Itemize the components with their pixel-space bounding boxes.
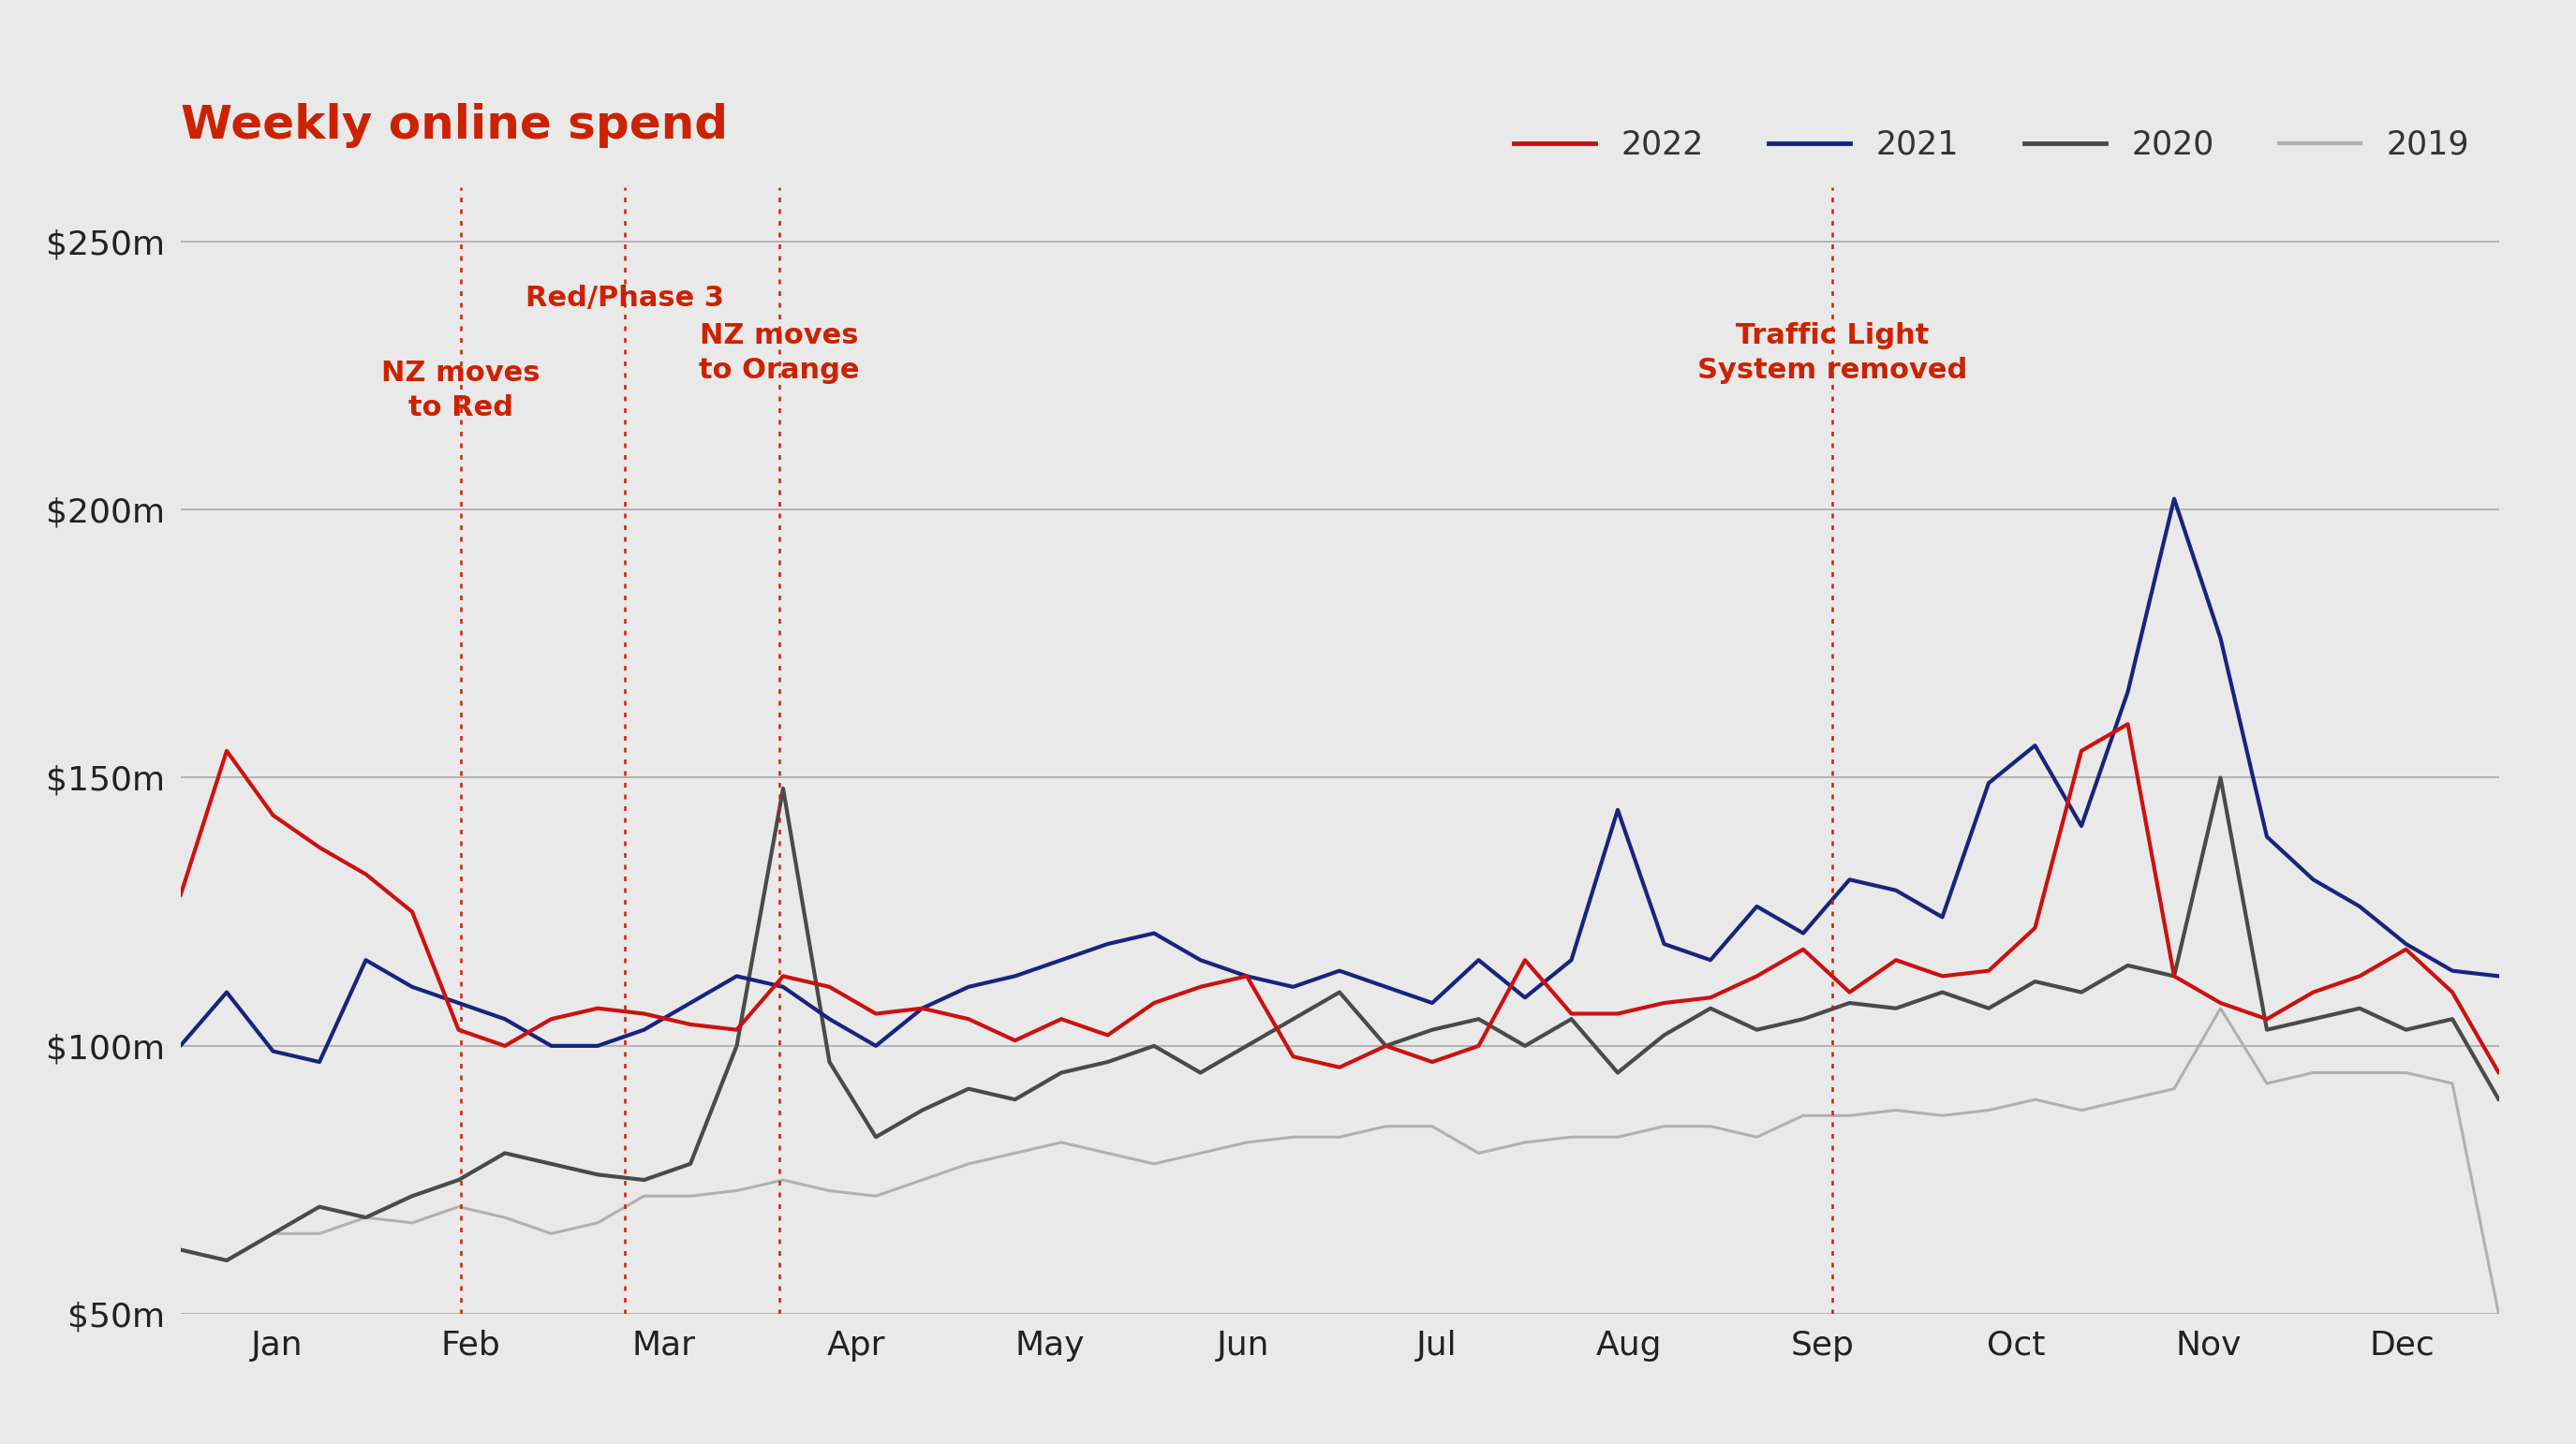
Legend: 2022, 2021, 2020, 2019: 2022, 2021, 2020, 2019: [1502, 116, 2483, 173]
Text: NZ moves
to Red: NZ moves to Red: [381, 360, 541, 422]
Text: Weekly online spend: Weekly online spend: [180, 104, 726, 149]
Text: Red/Phase 3: Red/Phase 3: [526, 284, 724, 312]
Text: NZ moves
to Orange: NZ moves to Orange: [698, 322, 860, 384]
Text: Traffic Light
System removed: Traffic Light System removed: [1698, 322, 1968, 384]
